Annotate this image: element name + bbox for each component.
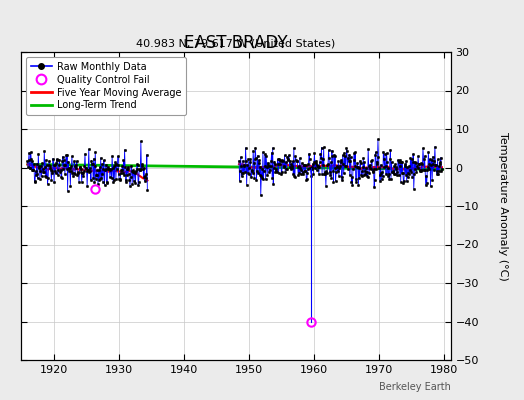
Text: Berkeley Earth: Berkeley Earth (379, 382, 451, 392)
Text: 40.983 N, 79.617 W (United States): 40.983 N, 79.617 W (United States) (136, 38, 335, 48)
Y-axis label: Temperature Anomaly (°C): Temperature Anomaly (°C) (498, 132, 508, 280)
Legend: Raw Monthly Data, Quality Control Fail, Five Year Moving Average, Long-Term Tren: Raw Monthly Data, Quality Control Fail, … (26, 57, 187, 115)
Title: EAST BRADY: EAST BRADY (184, 34, 288, 52)
